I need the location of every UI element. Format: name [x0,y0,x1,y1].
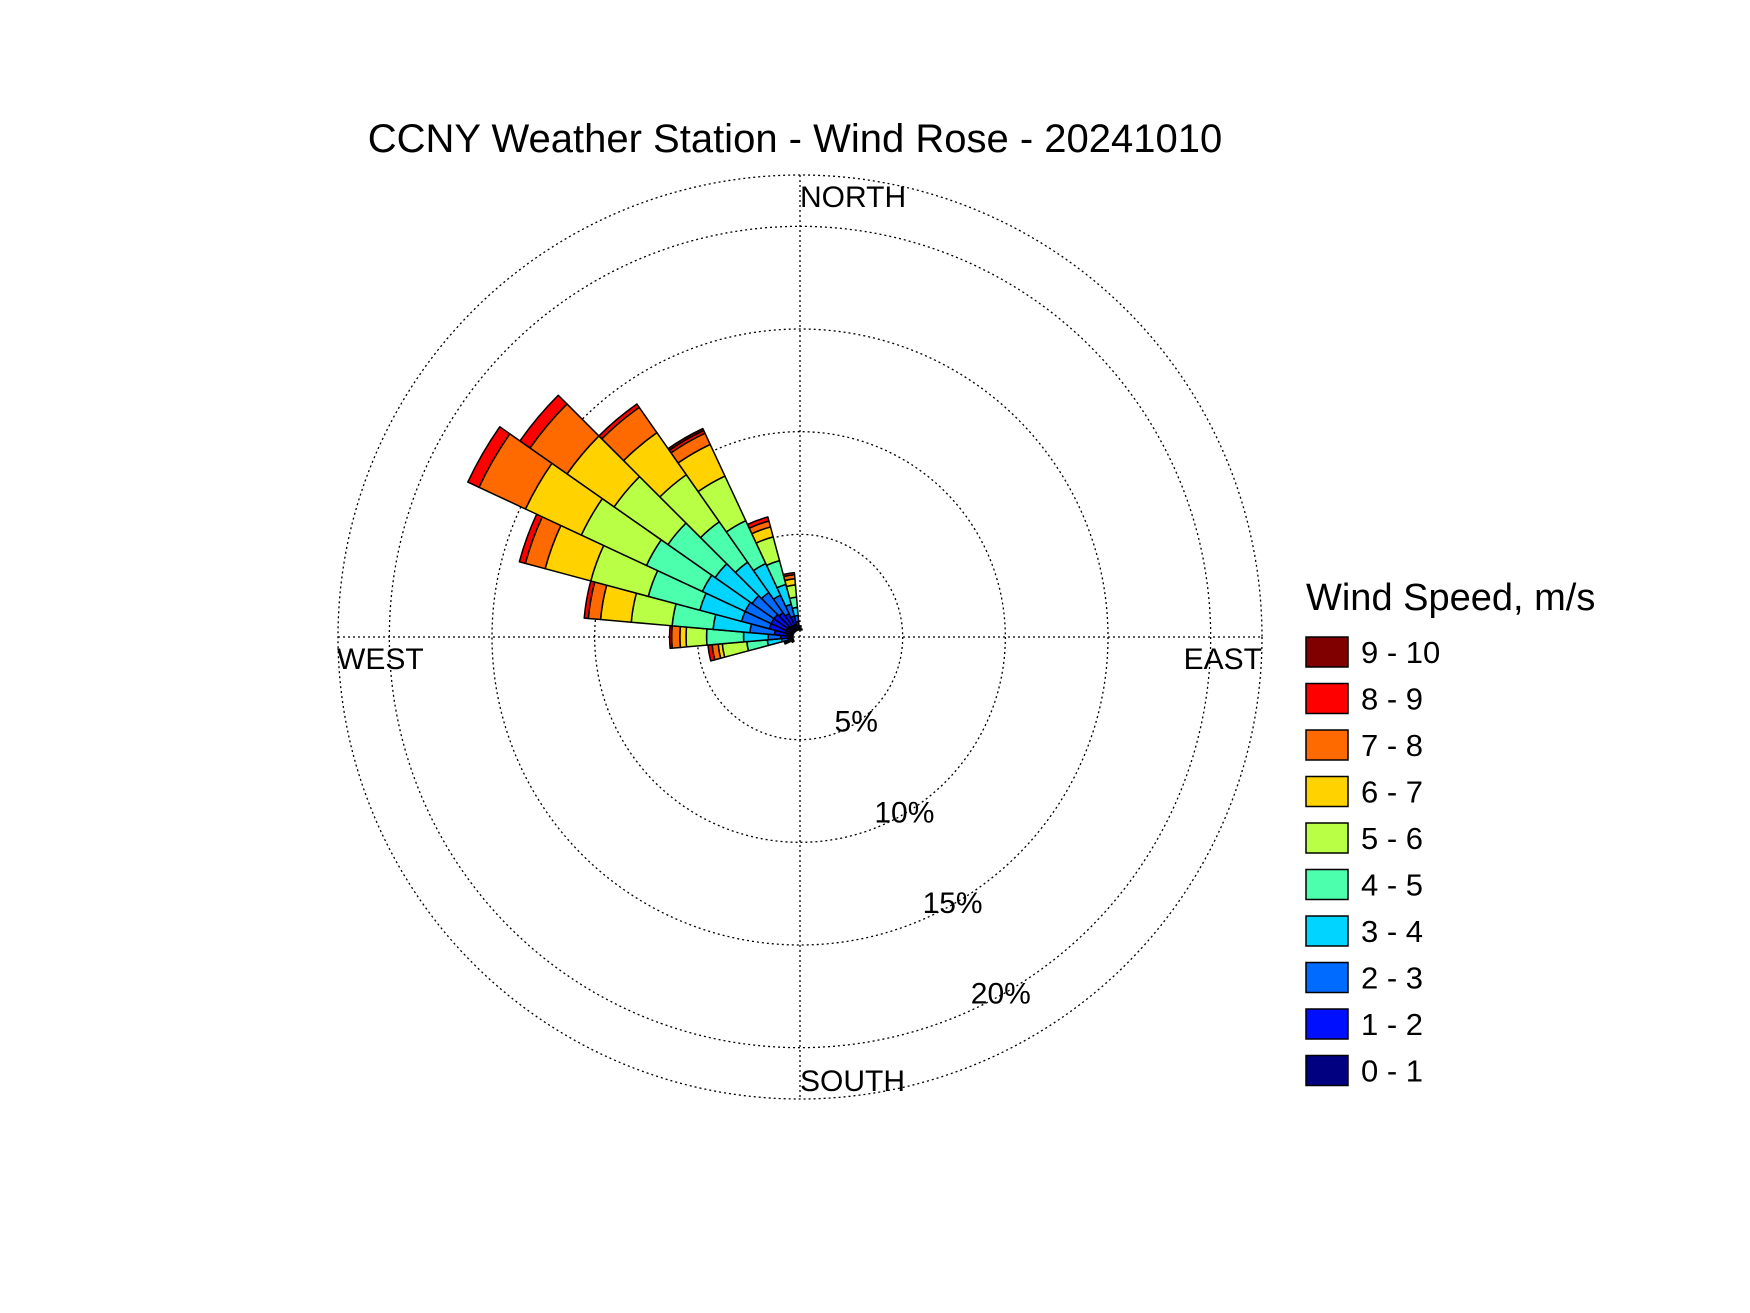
legend-swatch [1305,682,1349,715]
legend-label: 5 - 6 [1361,821,1423,856]
wind-sector-segment [467,426,511,489]
legend-label: 8 - 9 [1361,682,1423,717]
legend-swatch [1305,775,1349,808]
legend-swatch [1305,636,1349,668]
legend-label: 3 - 4 [1361,914,1423,949]
legend-swatch [1305,868,1349,901]
radial-tick-labels: 5% 10% 15% 20% [835,706,1031,1011]
legend-swatch [1305,822,1349,854]
wind-sectors [467,394,803,662]
chart-title: CCNY Weather Station - Wind Rose - 20241… [368,117,1223,161]
grid-circle [388,225,1212,1049]
grid-circle [696,533,904,741]
legend-swatch [1305,1054,1349,1087]
grid-circle [594,431,1006,843]
wind-sector-segment [799,628,803,631]
east-label: EAST [1184,643,1262,676]
wind-sector-segment [519,394,568,449]
wind-sector-segment [798,624,802,628]
legend-swatch [1305,1008,1349,1040]
wind-sector-segment [598,403,640,440]
radial-tick-label: 20% [971,978,1031,1011]
legend-swatch [1305,915,1349,947]
polar-grid [337,174,1263,1100]
legend-label: 0 - 1 [1361,1054,1423,1089]
north-label: NORTH [800,181,906,214]
polar-labels: NORTH SOUTH WEST EAST [337,181,1262,1098]
wind-sector-segment [790,639,795,644]
radial-tick-label: 5% [835,706,878,739]
west-label: WEST [337,643,424,676]
legend: Wind Speed, m/s 9 - 10 8 - 9 7 - 8 6 - 7 5 -… [1305,577,1595,1089]
legend-label: 7 - 8 [1361,728,1423,763]
legend-items: 9 - 10 8 - 9 7 - 8 6 - 7 5 - 6 4 - 5 3 - 4 2 - … [1305,635,1440,1089]
wind-sector-segment [667,427,705,452]
legend-label: 6 - 7 [1361,775,1423,810]
south-label: SOUTH [800,1065,905,1098]
wind-sector-segment [679,625,688,649]
wind-sector-segment [782,571,796,578]
radial-tick-label: 15% [923,887,983,920]
legend-label: 9 - 10 [1361,635,1440,670]
wind-sector-segment [668,624,673,650]
legend-title: Wind Speed, m/s [1306,577,1595,619]
legend-label: 1 - 2 [1361,1007,1423,1042]
radial-tick-label: 10% [874,796,934,829]
legend-label: 2 - 3 [1361,961,1423,996]
legend-swatch [1305,961,1349,994]
legend-label: 4 - 5 [1361,868,1423,903]
wind-sector-segment [670,625,682,649]
wind-sector-segment [685,626,708,648]
wind-sector-segment [746,516,770,529]
legend-swatch [1305,729,1349,761]
